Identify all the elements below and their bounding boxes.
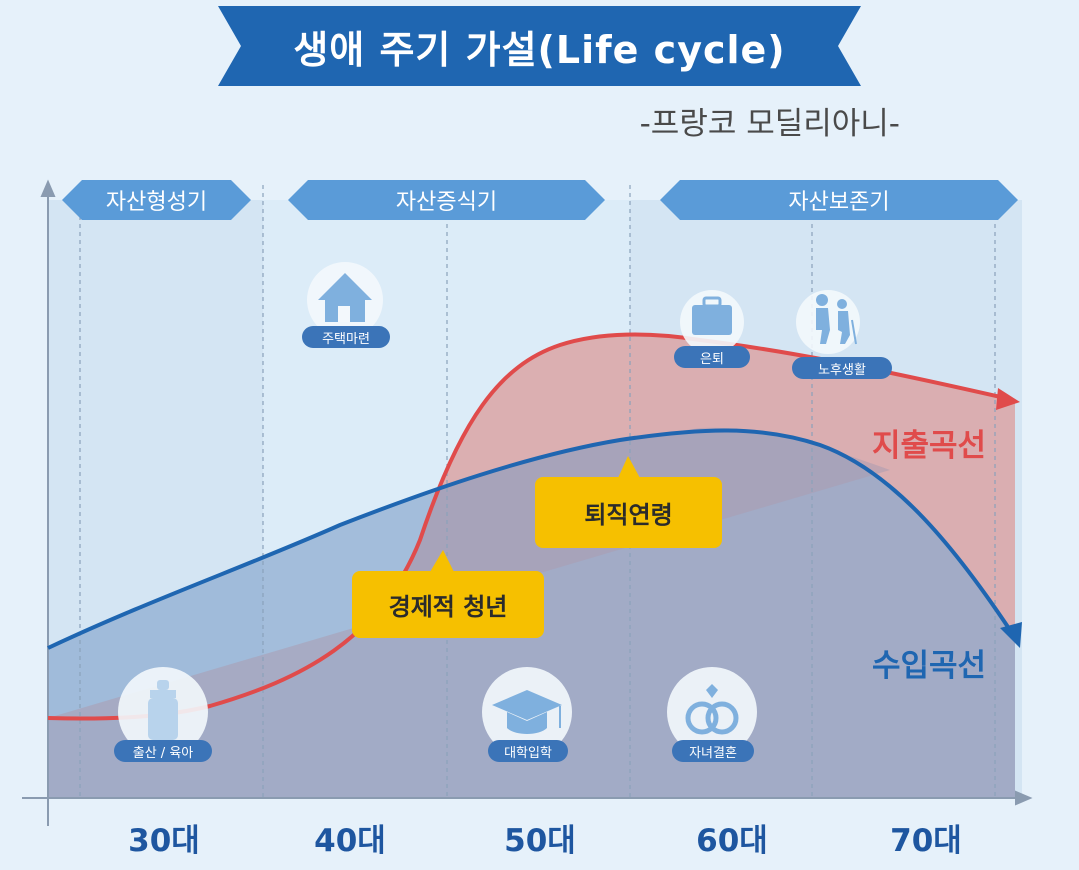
baby-bottle-icon (148, 680, 178, 740)
spending-curve-label: 지출곡선 (872, 428, 987, 464)
income-curve (47, 428, 1012, 650)
phase-label-growth: 자산증식기 (395, 190, 498, 215)
event-badge-marriage: 자녀결혼 (672, 740, 754, 762)
phase-label-preservation: 자산보존기 (788, 190, 890, 215)
spending-arrow (996, 388, 1020, 410)
wedding-rings-icon (685, 684, 739, 735)
author-subtitle: -프랑코 모딜리아니- (639, 106, 900, 142)
elderly-icon (816, 294, 857, 345)
event-badge-housing: 주택마련 (302, 326, 390, 348)
phase-label-formation: 자산형성기 (105, 190, 208, 215)
event-badge-old-age: 노후생활 (792, 357, 892, 379)
event-badge-birth: 출산 / 육아 (114, 740, 212, 762)
graduation-cap-icon (492, 690, 562, 734)
axes (22, 179, 1033, 826)
age-label-30s: 30대 (128, 823, 200, 859)
callout-economic-youth: 경제적 청년 (352, 571, 544, 638)
spending-curve (47, 332, 1006, 721)
income-arrow (1000, 622, 1022, 648)
briefcase-icon (692, 296, 732, 335)
age-label-60s: 60대 (696, 823, 768, 859)
income-curve-label: 수입곡선 (872, 648, 987, 684)
callout-retirement-age: 퇴직연령 (535, 477, 722, 548)
house-icon (318, 273, 372, 322)
age-label-70s: 70대 (890, 823, 962, 859)
event-badge-retirement: 은퇴 (674, 346, 750, 368)
age-label-50s: 50대 (504, 823, 576, 859)
title-banner: 생애 주기 가설(Life cycle) (218, 6, 861, 86)
event-badge-college: 대학입학 (488, 740, 568, 762)
page-title: 생애 주기 가설(Life cycle) (293, 27, 786, 72)
age-label-40s: 40대 (314, 823, 386, 859)
